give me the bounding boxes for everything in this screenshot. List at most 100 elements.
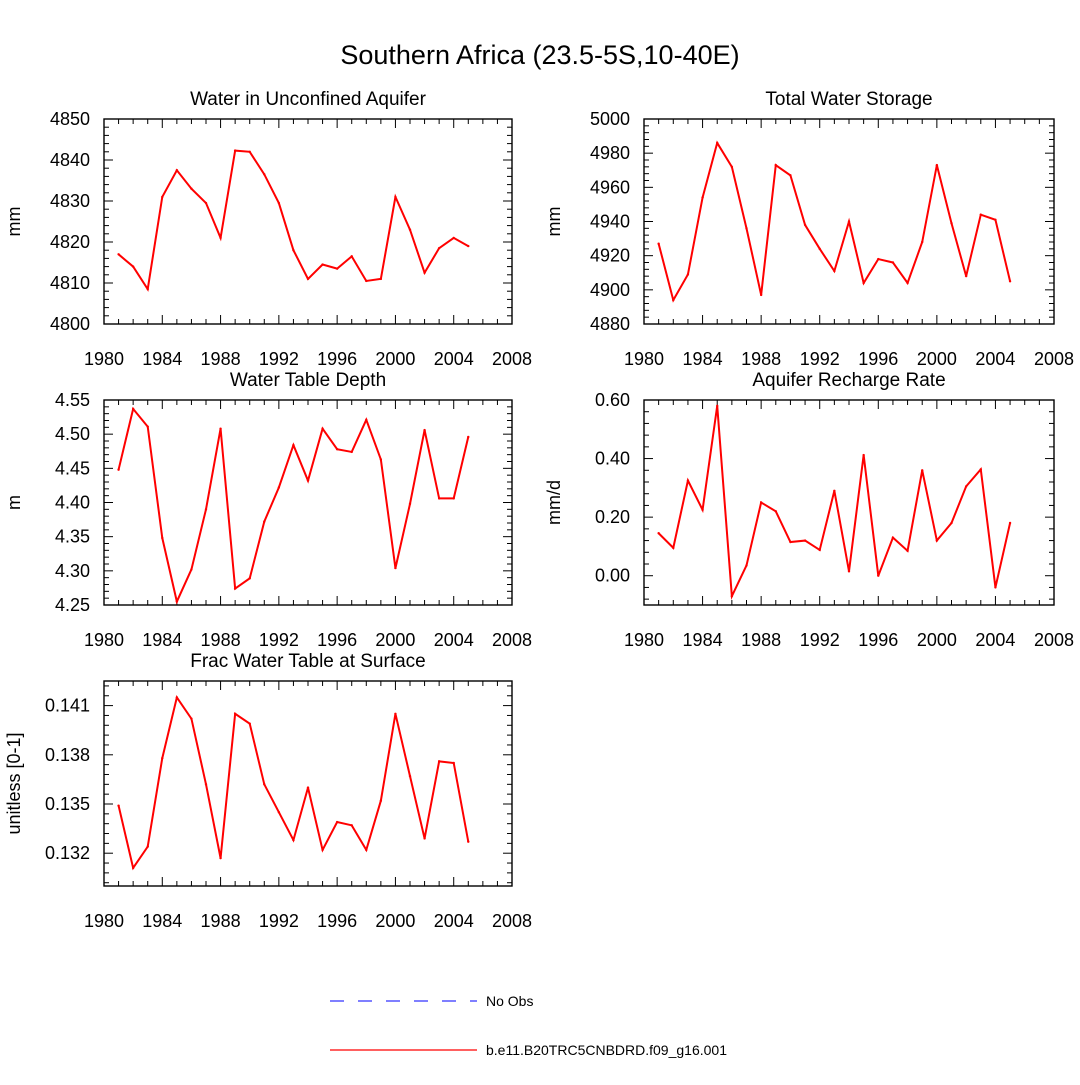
y-axis-label: mm/d bbox=[544, 480, 564, 525]
x-tick-label: 2004 bbox=[434, 630, 474, 650]
data-point bbox=[759, 293, 763, 297]
y-tick-label: 0.60 bbox=[595, 390, 630, 410]
y-tick-label: 4800 bbox=[50, 314, 90, 334]
data-point bbox=[730, 165, 734, 169]
data-point bbox=[350, 824, 353, 827]
data-point bbox=[847, 570, 851, 573]
data-point bbox=[365, 279, 368, 283]
x-tick-label: 1988 bbox=[741, 349, 781, 369]
data-point bbox=[394, 195, 397, 199]
y-tick-label: 0.00 bbox=[595, 566, 630, 586]
data-point bbox=[467, 435, 470, 439]
y-tick-label: 4.25 bbox=[55, 595, 90, 615]
data-point bbox=[730, 595, 734, 598]
legend: No Obs b.e11.B20TRC5CNBDRD.f09_g16.001 bbox=[330, 993, 727, 1058]
data-point bbox=[175, 696, 179, 699]
data-point bbox=[365, 848, 368, 852]
chart-title: Total Water Storage bbox=[765, 89, 932, 110]
x-tick-label: 2004 bbox=[434, 349, 474, 369]
y-tick-label: 4.35 bbox=[55, 527, 90, 547]
data-point bbox=[263, 173, 266, 176]
x-tick-label: 2004 bbox=[975, 630, 1015, 650]
data-point bbox=[935, 539, 939, 542]
data-point bbox=[263, 520, 266, 523]
x-tick-label: 1988 bbox=[201, 911, 241, 931]
data-point bbox=[408, 774, 412, 778]
series-line bbox=[657, 140, 1012, 303]
data-point bbox=[789, 174, 792, 177]
data-point bbox=[277, 201, 281, 205]
data-point bbox=[131, 265, 135, 268]
y-tick-label: 0.141 bbox=[45, 696, 90, 716]
chart-panel-3: Water Table Depth 1980 1984 1988 1992 1996 200… bbox=[4, 370, 532, 650]
y-tick-label: 4850 bbox=[50, 109, 90, 129]
y-tick-label: 4.55 bbox=[55, 390, 90, 410]
x-tick-label: 1984 bbox=[683, 630, 723, 650]
x-tick-label: 1996 bbox=[858, 630, 898, 650]
data-point bbox=[321, 427, 324, 430]
data-point bbox=[891, 261, 895, 264]
x-tick-label: 1992 bbox=[259, 630, 299, 650]
data-point bbox=[921, 240, 924, 244]
y-tick-label: 4940 bbox=[590, 212, 630, 232]
x-tick-label: 1996 bbox=[317, 911, 357, 931]
data-point bbox=[190, 717, 193, 720]
data-point bbox=[394, 566, 397, 570]
chart-title: Frac Water Table at Surface bbox=[190, 651, 426, 672]
data-point bbox=[161, 195, 164, 199]
data-point bbox=[306, 786, 310, 789]
data-point bbox=[467, 840, 470, 843]
chart-panel-2: Total Water Storage 1980 1984 1988 1992 1996 2… bbox=[544, 89, 1074, 369]
data-point bbox=[379, 277, 383, 281]
x-tick-label: 1992 bbox=[259, 911, 299, 931]
x-tick-label: 1984 bbox=[142, 911, 182, 931]
x-tick-label: 2004 bbox=[975, 349, 1015, 369]
data-point bbox=[263, 783, 266, 786]
data-point bbox=[803, 223, 807, 227]
y-tick-label: 0.135 bbox=[45, 794, 90, 814]
y-tick-label: 4960 bbox=[590, 177, 630, 197]
data-point bbox=[833, 269, 836, 273]
x-tick-label: 2000 bbox=[375, 630, 415, 650]
data-point bbox=[321, 263, 324, 266]
data-point bbox=[774, 510, 777, 513]
data-point bbox=[233, 149, 237, 152]
series-line bbox=[117, 149, 469, 292]
data-point bbox=[657, 242, 660, 245]
data-point bbox=[701, 508, 704, 512]
chart-title: Aquifer Recharge Rate bbox=[752, 370, 945, 391]
data-point bbox=[686, 273, 690, 276]
x-tick-label: 2008 bbox=[492, 630, 532, 650]
data-point bbox=[818, 247, 821, 251]
data-point bbox=[248, 150, 251, 153]
x-tick-label: 1980 bbox=[624, 349, 664, 369]
x-tick-label: 2000 bbox=[917, 349, 957, 369]
data-point bbox=[204, 783, 208, 786]
x-tick-label: 1988 bbox=[201, 349, 241, 369]
data-point bbox=[789, 540, 792, 544]
x-tick-label: 2000 bbox=[375, 349, 415, 369]
data-point bbox=[906, 281, 909, 285]
chart-panel-1: Water in Unconfined Aquifer 1980 1984 1988 1… bbox=[4, 89, 532, 369]
data-point bbox=[437, 497, 441, 500]
data-point bbox=[175, 169, 179, 172]
x-tick-label: 1984 bbox=[683, 349, 723, 369]
legend-label: No Obs bbox=[486, 993, 533, 1009]
data-point bbox=[686, 479, 690, 482]
data-point bbox=[891, 536, 895, 539]
data-point bbox=[335, 448, 339, 451]
data-point bbox=[335, 820, 339, 824]
data-point bbox=[379, 799, 383, 802]
data-point bbox=[950, 222, 953, 225]
data-point bbox=[774, 163, 777, 167]
data-point bbox=[233, 587, 237, 590]
data-point bbox=[175, 600, 179, 603]
x-tick-label: 1992 bbox=[800, 349, 840, 369]
data-point bbox=[292, 838, 295, 842]
x-tick-label: 2004 bbox=[434, 911, 474, 931]
x-tick-label: 1980 bbox=[84, 911, 124, 931]
data-point bbox=[701, 196, 704, 199]
data-point bbox=[131, 866, 135, 870]
series-line bbox=[657, 405, 1012, 601]
